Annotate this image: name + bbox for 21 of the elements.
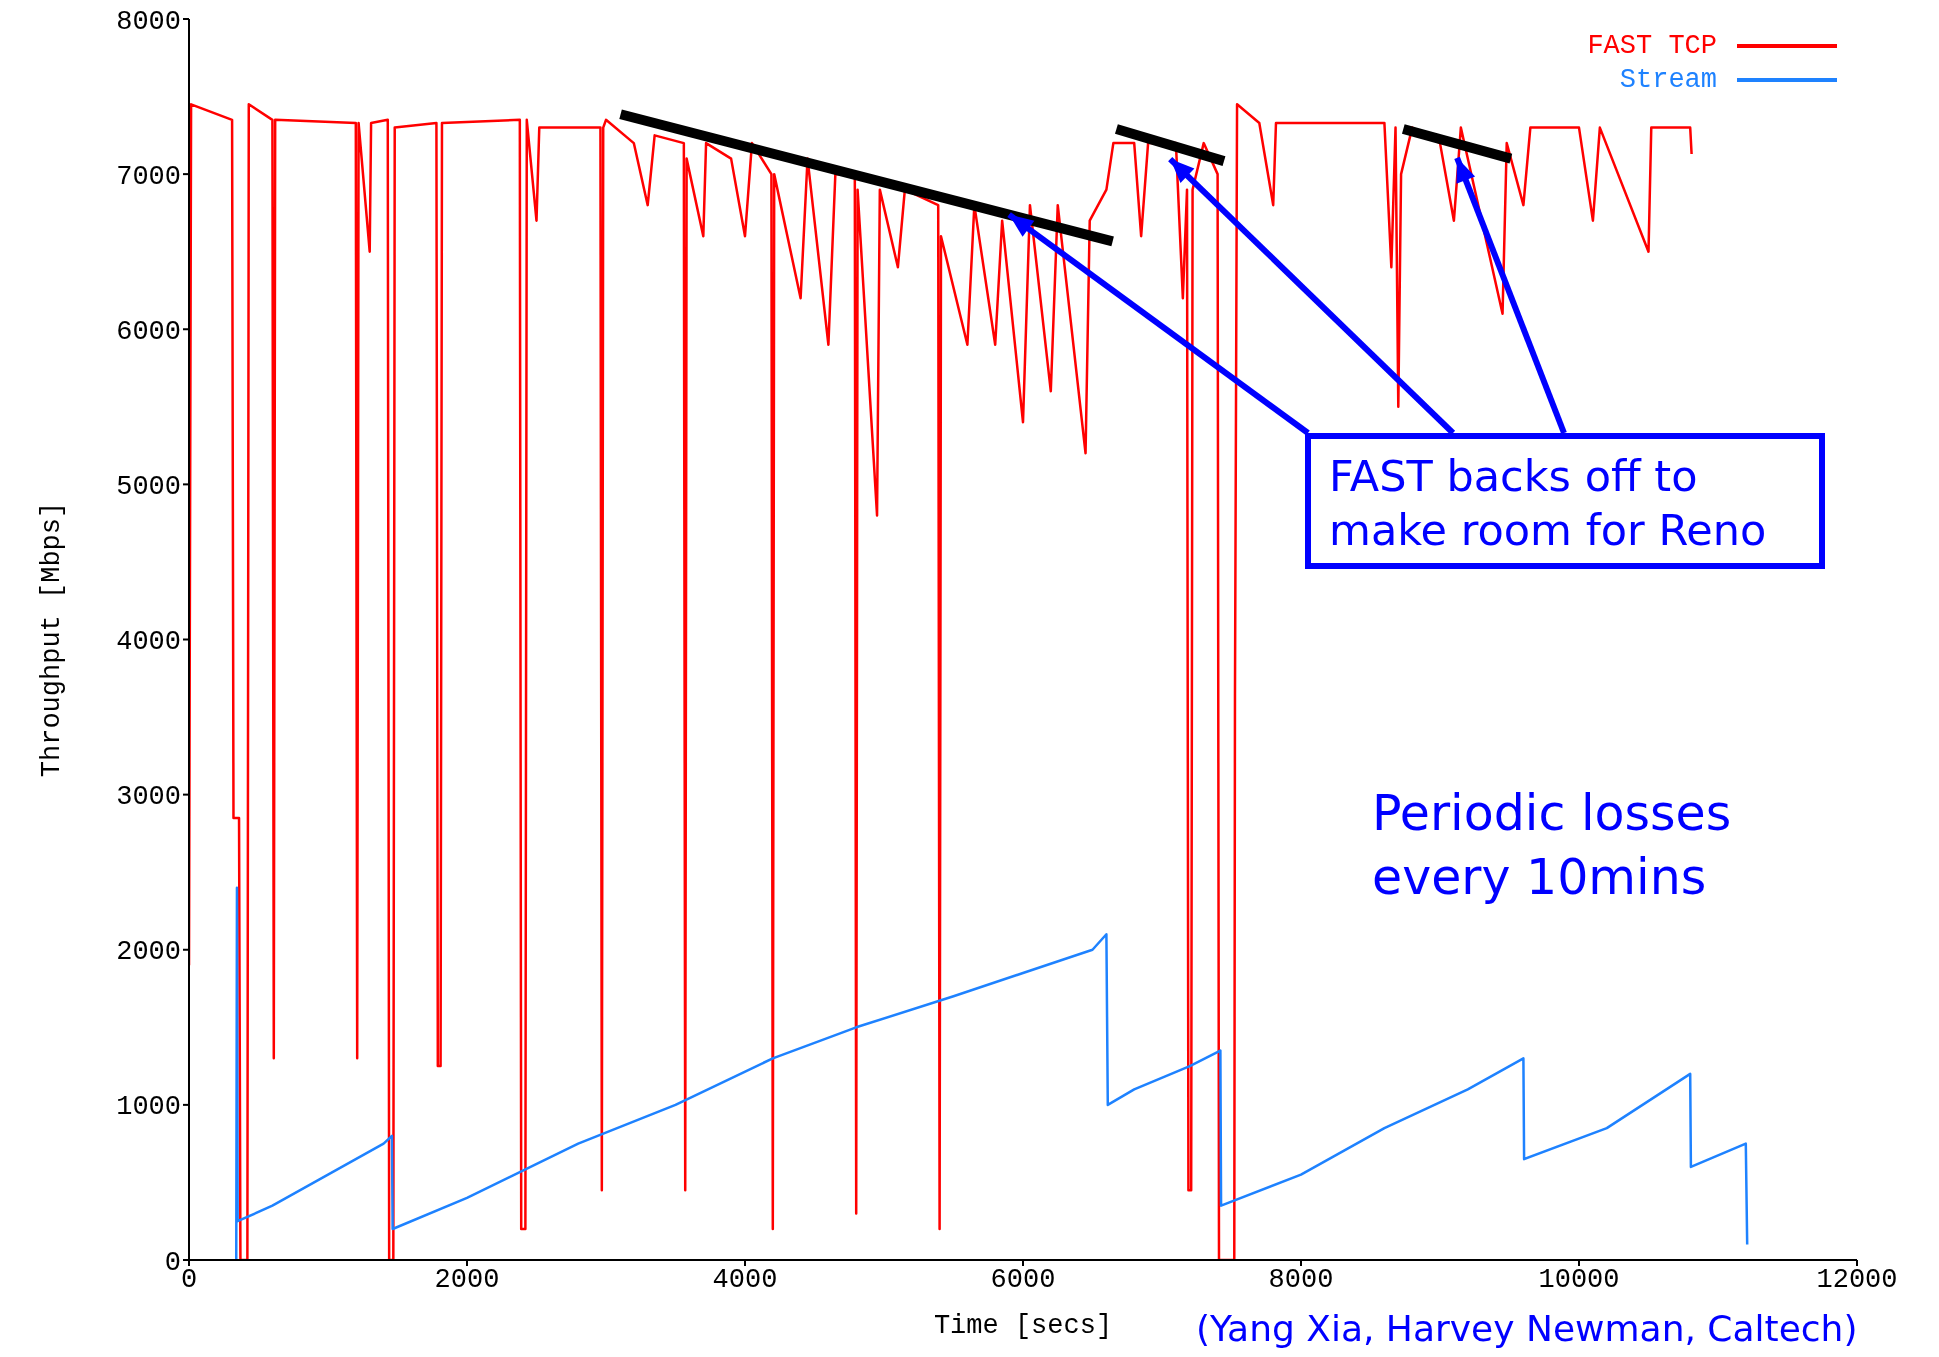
y-tick-label: 7000 <box>116 161 181 192</box>
y-tick-label: 3000 <box>116 782 181 813</box>
x-tick-label: 12000 <box>1816 1265 1898 1296</box>
annotation: Periodic losses every 10mins <box>1372 784 1733 908</box>
y-tick-label: 8000 <box>116 6 181 37</box>
legend-label: Stream <box>1619 65 1717 95</box>
y-tick-label: 1000 <box>116 1092 181 1123</box>
x-tick-label: 2000 <box>434 1265 500 1296</box>
y-tick-label: 5000 <box>116 471 181 502</box>
annotation: FAST backs off to make room for Reno <box>1305 433 1825 569</box>
x-axis-title: Time [secs] <box>933 1311 1113 1341</box>
y-tick-label: 4000 <box>116 627 181 658</box>
x-tick-label: 6000 <box>990 1265 1056 1296</box>
text: (Yang Xia, Harvey Newman, Caltech) <box>1196 1308 1858 1349</box>
y-tick-label: 2000 <box>116 937 181 968</box>
x-tick-label: 4000 <box>712 1265 778 1296</box>
x-tick-label: 8000 <box>1268 1265 1334 1296</box>
y-axis-title: Throughput [Mbps] <box>36 501 67 778</box>
y-tick-label: 6000 <box>116 316 181 347</box>
legend-label: FAST TCP <box>1587 31 1717 61</box>
x-tick-label: 10000 <box>1538 1265 1620 1296</box>
